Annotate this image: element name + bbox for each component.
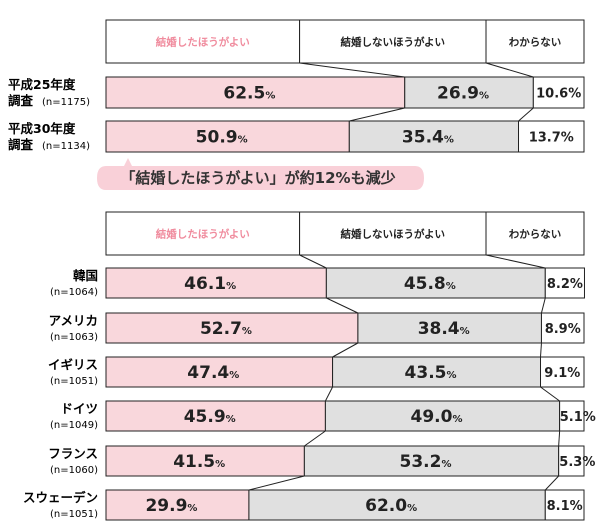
bar-value-label: 50.9% xyxy=(196,128,248,148)
chart-panel-2: 結婚したほうがよい 結婚しないほうがよい わからない 46.1% 45.8% 8.2% 韓国… xyxy=(23,211,596,521)
category-n: (n=1051) xyxy=(50,509,98,520)
bar-segment-should-not xyxy=(325,267,546,299)
connector-line xyxy=(485,254,546,269)
legend-header-label: 結婚しないほうがよい xyxy=(341,228,445,241)
bar-segment-dont-know xyxy=(532,76,585,109)
callout: 「結婚したほうがよい」が約12%も減少 xyxy=(97,158,424,190)
bar-segment-dont-know xyxy=(558,445,585,477)
connector-line xyxy=(299,62,405,78)
bar-segment-should-not xyxy=(248,489,546,521)
bar-value-label: 29.9% xyxy=(145,496,197,516)
bar-value-label: 8.2% xyxy=(547,277,583,292)
bar-segment-dont-know xyxy=(544,267,585,299)
bar-value-label: 9.1% xyxy=(544,366,580,381)
callout-bubble xyxy=(97,158,424,190)
connector-line xyxy=(332,342,359,358)
connector-line xyxy=(540,297,546,314)
bar-value-label: 10.6% xyxy=(536,87,581,102)
bar-segment-should xyxy=(105,312,359,344)
category-label-2: 調査 xyxy=(8,93,34,108)
bar-segment-dont-know xyxy=(540,356,585,388)
bar-segment-should xyxy=(105,356,334,388)
connector-line xyxy=(540,342,542,358)
legend-header-box xyxy=(485,19,585,64)
connector-line xyxy=(299,254,327,269)
category-label: スウェーデン xyxy=(23,490,98,505)
chart-panel-1: 結婚したほうがよい 結婚しないほうがよい わからない 62.5% 26.9% 10.6% 平… xyxy=(8,19,585,153)
bar-segment-should-not xyxy=(404,76,534,109)
connector-line xyxy=(558,430,561,447)
bar-segment-should-not xyxy=(332,356,542,388)
legend-header-label: わからない xyxy=(509,37,562,49)
connector-line xyxy=(518,107,534,122)
category-label: アメリカ xyxy=(49,313,98,328)
connector-line xyxy=(544,475,560,491)
category-n: (n=1175) xyxy=(42,97,90,108)
connector-line xyxy=(248,475,305,491)
bar-segment-dont-know xyxy=(540,312,585,344)
bar-value-label: 8.1% xyxy=(547,499,583,514)
category-n: (n=1064) xyxy=(50,287,98,298)
category-label: ドイツ xyxy=(60,401,98,416)
bar-segment-should xyxy=(105,400,326,432)
bar-value-label: 45.8% xyxy=(404,274,456,294)
connector-line xyxy=(485,62,534,78)
bar-value-label: 46.1% xyxy=(184,274,236,294)
legend-header-label: 結婚しないほうがよい xyxy=(341,36,445,49)
legend-header-label: 結婚したほうがよい xyxy=(156,228,250,241)
category-label-2: 調査 xyxy=(8,137,34,152)
legend-header-box xyxy=(299,211,487,256)
category-label: 平成30年度 xyxy=(8,121,76,136)
category-n: (n=1049) xyxy=(50,420,98,431)
connector-line xyxy=(540,386,560,402)
bar-segment-should-not xyxy=(324,400,561,432)
legend-header-box xyxy=(485,211,585,256)
connector-line xyxy=(326,297,359,314)
category-n: (n=1063) xyxy=(50,332,98,343)
legend-header-label: わからない xyxy=(509,229,562,241)
category-n: (n=1060) xyxy=(50,465,98,476)
legend-header-label: 結婚したほうがよい xyxy=(156,36,250,49)
callout-text: 「結婚したほうがよい」が約12%も減少 xyxy=(120,169,395,187)
category-n: (n=1051) xyxy=(50,376,98,387)
bar-segment-dont-know xyxy=(544,489,585,521)
bar-value-label: 35.4% xyxy=(402,128,454,148)
bar-value-label: 8.9% xyxy=(545,322,581,337)
bar-value-label: 5.3% xyxy=(559,455,595,470)
bar-segment-should-not xyxy=(357,312,542,344)
bar-value-label: 49.0% xyxy=(411,407,463,427)
legend-header-box xyxy=(299,19,487,64)
bar-value-label: 41.5% xyxy=(173,452,225,472)
bar-value-label: 62.0% xyxy=(365,496,417,516)
bar-value-label: 52.7% xyxy=(200,319,252,339)
bar-value-label: 62.5% xyxy=(223,84,275,104)
bar-value-label: 45.9% xyxy=(184,407,236,427)
category-label: 韓国 xyxy=(73,268,98,283)
bar-value-label: 5.1% xyxy=(560,410,596,425)
bar-segment-should-not xyxy=(303,445,560,477)
category-label: 平成25年度 xyxy=(8,77,76,92)
legend-header-box xyxy=(105,19,301,64)
connector-line xyxy=(304,430,326,447)
bar-value-label: 43.5% xyxy=(405,363,457,383)
bar-segment-should xyxy=(105,267,327,299)
category-n: (n=1134) xyxy=(42,141,90,152)
bar-value-label: 13.7% xyxy=(529,131,574,146)
category-label: フランス xyxy=(48,446,98,461)
bar-value-label: 26.9% xyxy=(437,84,489,104)
bar-segment-dont-know xyxy=(559,400,585,432)
bar-value-label: 53.2% xyxy=(400,452,452,472)
bar-value-label: 38.4% xyxy=(418,319,470,339)
category-label: イギリス xyxy=(48,357,98,372)
connector-line xyxy=(324,386,334,402)
bar-segment-dont-know xyxy=(518,120,585,153)
connector-line xyxy=(349,107,405,122)
bar-value-label: 47.4% xyxy=(187,363,239,383)
